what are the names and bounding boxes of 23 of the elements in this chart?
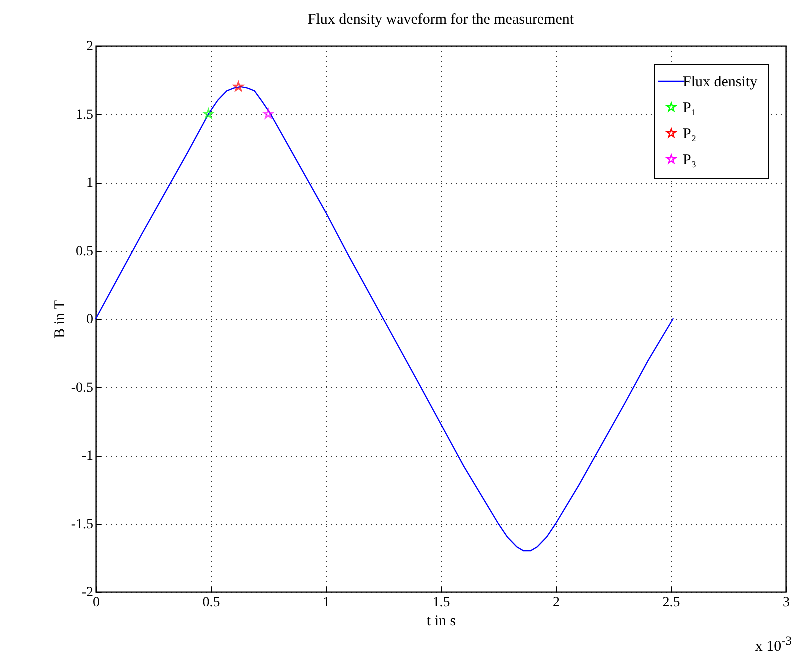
x-tick-label: 2.5 (662, 596, 680, 610)
y-tick-label: -1.5 (71, 517, 94, 532)
y-tick-label: 0 (86, 312, 94, 328)
y-tick-label: 1 (86, 176, 94, 191)
y-axis-title: B in T (52, 300, 68, 339)
legend-label: Flux density (683, 74, 758, 90)
x-tick-label: 2 (553, 596, 560, 610)
text: x 10$^{-3}$ (755, 634, 792, 656)
x-tick-label: 1 (323, 596, 330, 610)
y-tick-label: -1 (82, 449, 94, 464)
chart-title: Flux density waveform for the measurement (308, 12, 575, 28)
y-tick-label: 0.5 (76, 244, 94, 260)
legend-label: P₃ (683, 152, 697, 168)
y-tick-label: 1.5 (76, 108, 94, 123)
x-tick-label: 3 (783, 596, 790, 610)
y-tick-label: -2 (82, 586, 94, 600)
y-tick-label: 2 (86, 40, 94, 54)
x-axis-title: t in s (426, 614, 456, 630)
legend-label: P₂ (683, 126, 697, 142)
x-tick-label: 0.5 (202, 596, 220, 610)
y-tick-label: -0.5 (71, 380, 94, 396)
legend-label: P₁ (683, 100, 697, 116)
x-tick-label: 1.5 (432, 596, 450, 610)
